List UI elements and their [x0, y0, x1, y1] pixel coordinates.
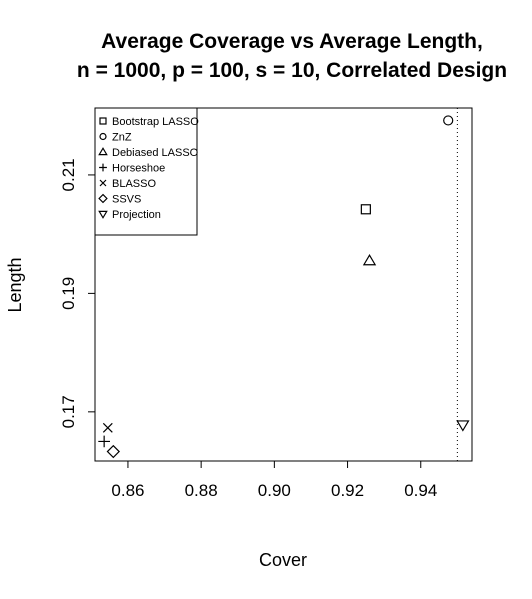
- legend-box: [94, 107, 198, 236]
- y-axis-label: Length: [5, 257, 25, 312]
- y-tick-label: 0.21: [59, 158, 78, 191]
- point-ssvs: [106, 444, 120, 459]
- x-tick-label: 0.94: [404, 481, 437, 500]
- legend-marker-blasso: [99, 179, 107, 187]
- point-debiased-lasso: [362, 254, 377, 266]
- point-znz: [443, 115, 454, 126]
- y-axis: 0.17 0.19 0.21: [59, 158, 96, 428]
- legend-label-blasso: BLASSO: [112, 178, 156, 190]
- legend-label-debiased-lasso: Debiased LASSO: [112, 147, 199, 159]
- legend-marker-bootstrap-lasso: [99, 117, 107, 125]
- x-axis-label: Cover: [259, 550, 307, 570]
- legend-label-znz: ZnZ: [112, 132, 132, 144]
- y-tick-label: 0.19: [59, 277, 78, 310]
- legend-label-projection: Projection: [112, 209, 161, 221]
- legend-label-ssvs: SSVS: [112, 194, 141, 206]
- legend-label-horseshoe: Horseshoe: [112, 163, 165, 175]
- legend: Bootstrap LASSO ZnZ Debiased LASSO Horsesho…: [94, 107, 199, 236]
- chart-title-line-1: Average Coverage vs Average Length,: [101, 30, 483, 53]
- x-tick-label: 0.86: [111, 481, 144, 500]
- point-bootstrap-lasso: [360, 204, 371, 215]
- chart-title-line-2: n = 1000, p = 100, s = 10, Correlated De…: [77, 59, 507, 82]
- legend-label-bootstrap-lasso: Bootstrap LASSO: [112, 116, 199, 128]
- point-projection: [456, 420, 470, 432]
- point-blasso: [102, 422, 113, 433]
- legend-marker-projection: [98, 210, 108, 219]
- legend-marker-debiased-lasso: [98, 147, 108, 156]
- x-axis: 0.86 0.88 0.90 0.92 0.94: [111, 460, 437, 500]
- legend-marker-horseshoe: [99, 163, 107, 172]
- legend-marker-ssvs: [98, 193, 108, 204]
- point-horseshoe: [98, 435, 110, 448]
- y-tick-label: 0.17: [59, 395, 78, 428]
- legend-marker-znz: [99, 132, 107, 141]
- data-points-layer: [98, 115, 470, 459]
- x-tick-label: 0.92: [331, 481, 364, 500]
- x-tick-label: 0.90: [258, 481, 291, 500]
- x-tick-label: 0.88: [185, 481, 218, 500]
